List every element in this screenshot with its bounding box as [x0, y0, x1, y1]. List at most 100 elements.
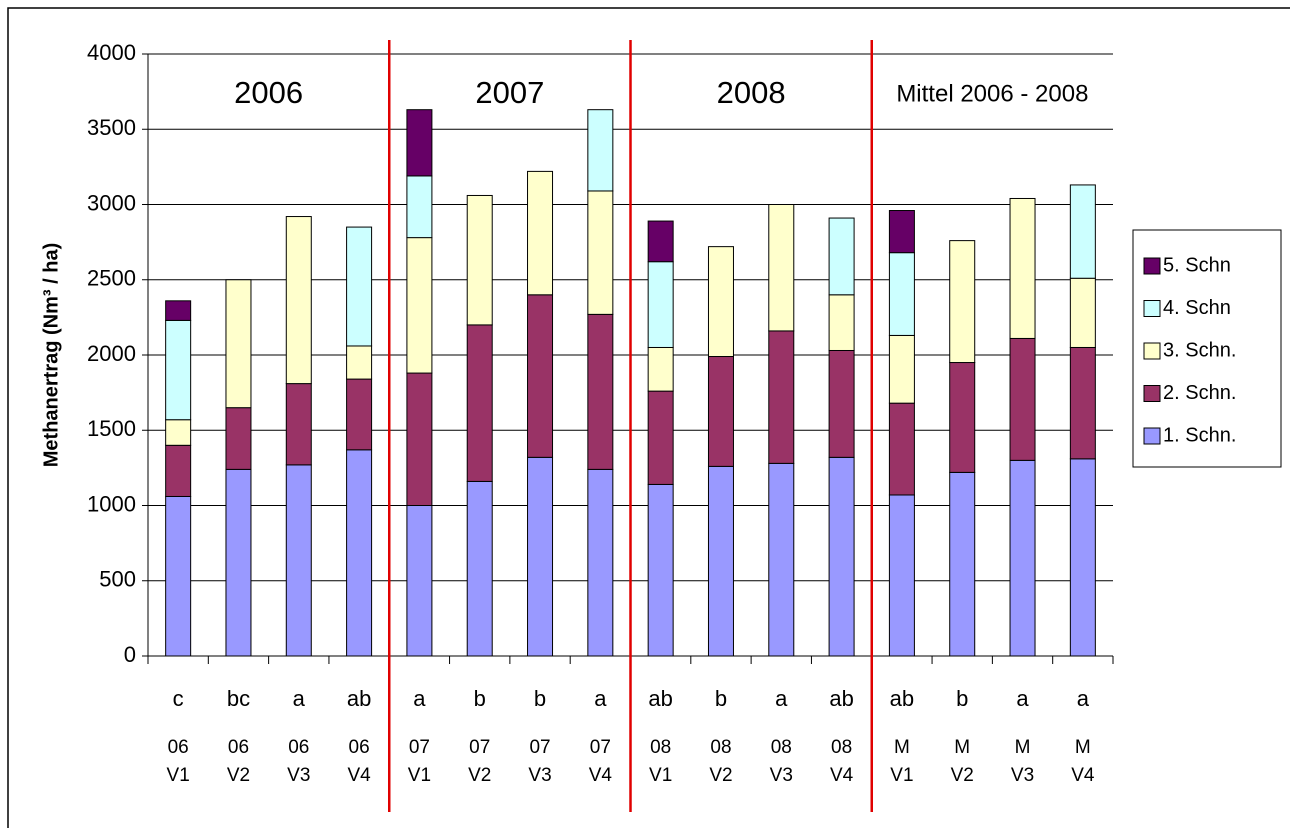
bar-segment [406, 372, 433, 506]
y-tick-label: 4000 [87, 40, 136, 65]
legend-swatch [1143, 427, 1161, 445]
legend-label: 1. Schn. [1163, 424, 1236, 446]
x-tick-label: V3 [528, 765, 551, 786]
x-tick-label: V3 [1011, 765, 1034, 786]
bar-segment [647, 346, 674, 392]
bar-segment [466, 324, 493, 482]
bar-segment [1069, 184, 1096, 279]
bar-segment [165, 495, 192, 657]
y-tick-label: 3500 [87, 115, 136, 140]
significance-label: a [293, 686, 306, 711]
bar-segment [647, 390, 674, 485]
significance-label: ab [890, 686, 914, 711]
x-tick-label: V4 [347, 765, 371, 786]
bar-segment [587, 109, 614, 192]
legend-swatch [1143, 257, 1161, 275]
x-tick-label: V3 [770, 765, 793, 786]
x-tick-label: V1 [649, 765, 672, 786]
bar-segment [1009, 459, 1036, 657]
y-tick-label: 3000 [87, 190, 136, 215]
significance-label: c [173, 686, 184, 711]
bar-segment [406, 237, 433, 374]
x-tick-label: 08 [650, 737, 671, 758]
legend-label: 4. Schn [1163, 297, 1231, 319]
group-label: 2007 [475, 75, 544, 110]
bar-segment [949, 240, 976, 364]
x-tick-label: V1 [890, 765, 913, 786]
bar-segment [406, 505, 433, 657]
significance-label: a [413, 686, 426, 711]
bar-segment [406, 175, 433, 239]
legend-label: 2. Schn. [1163, 382, 1236, 404]
bar-segment [527, 456, 554, 657]
significance-label: ab [347, 686, 371, 711]
x-tick-label: M [1015, 737, 1031, 758]
significance-label: a [775, 686, 788, 711]
x-tick-label: 07 [590, 737, 611, 758]
legend-swatch [1143, 342, 1161, 360]
significance-label: ab [829, 686, 853, 711]
bar-segment [527, 294, 554, 458]
bar-segment [165, 444, 192, 497]
y-tick-label: 2000 [87, 341, 136, 366]
bar-segment [225, 279, 252, 409]
bar-segment [527, 170, 554, 296]
x-tick-label: V1 [167, 765, 190, 786]
x-tick-label: 07 [409, 737, 430, 758]
x-tick-label: V2 [227, 765, 250, 786]
significance-label: b [474, 686, 486, 711]
x-tick-label: V4 [830, 765, 854, 786]
legend-label: 3. Schn. [1163, 339, 1236, 361]
bar-segment [888, 494, 915, 657]
group-label: 2008 [717, 75, 786, 110]
bar-segment [647, 483, 674, 657]
bar-segment [768, 462, 795, 657]
group-label: Mittel 2006 - 2008 [896, 80, 1088, 107]
significance-label: b [956, 686, 968, 711]
bar-segment [285, 464, 312, 657]
bar-segment [949, 362, 976, 473]
bar-segment [768, 330, 795, 464]
x-tick-label: 06 [288, 737, 309, 758]
x-tick-label: 08 [771, 737, 792, 758]
y-tick-label: 2500 [87, 266, 136, 291]
bar-segment [587, 313, 614, 470]
bar-segment [1069, 458, 1096, 657]
bar-segment [165, 419, 192, 446]
bar-segment [1009, 337, 1036, 461]
bar-segment [768, 204, 795, 332]
bar-segment [466, 480, 493, 657]
bar-segment [285, 383, 312, 466]
bar-segment [165, 319, 192, 421]
bar-segment [406, 109, 433, 177]
bar-segment [949, 471, 976, 657]
bar-segment [1009, 197, 1036, 339]
x-tick-label: V2 [951, 765, 974, 786]
bar-segment [587, 190, 614, 315]
bar-segment [647, 261, 674, 348]
x-tick-label: V1 [408, 765, 431, 786]
bar-segment [828, 349, 855, 458]
x-tick-label: M [954, 737, 970, 758]
bar-segment [647, 220, 674, 263]
bar-segment [1069, 346, 1096, 460]
bar-segment [707, 246, 734, 358]
bar-segment [165, 300, 192, 321]
legend-label: 5. Schn [1163, 254, 1231, 276]
bar-segment [466, 194, 493, 326]
x-tick-label: 08 [831, 737, 852, 758]
y-tick-label: 1000 [87, 491, 136, 516]
x-tick-label: 07 [469, 737, 490, 758]
bar-segment [707, 356, 734, 467]
legend-swatch [1143, 385, 1161, 402]
significance-label: a [1016, 686, 1029, 711]
x-tick-label: 08 [710, 737, 731, 758]
x-tick-label: 07 [529, 737, 550, 758]
x-tick-label: V4 [589, 765, 613, 786]
bar-segment [1069, 277, 1096, 348]
bar-segment [888, 210, 915, 254]
y-tick-label: 1500 [87, 416, 136, 441]
x-tick-label: V4 [1071, 765, 1095, 786]
bar-segment [346, 378, 373, 451]
